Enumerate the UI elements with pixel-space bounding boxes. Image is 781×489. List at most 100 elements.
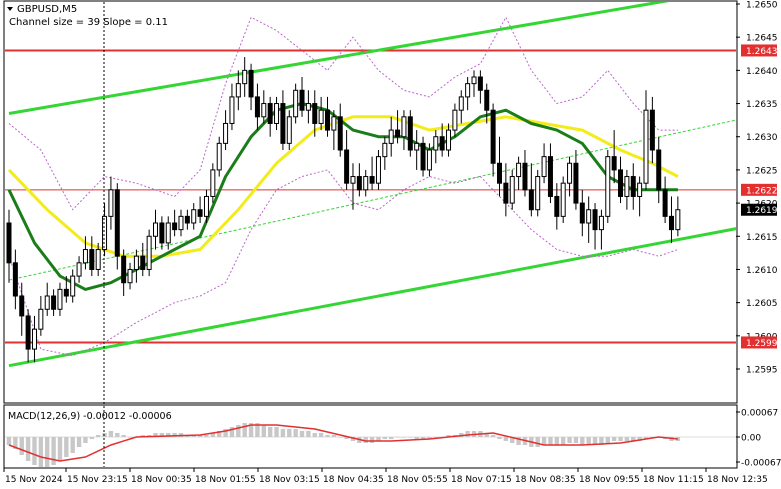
candle-body bbox=[395, 129, 401, 138]
candle bbox=[503, 163, 509, 217]
candle-body bbox=[25, 315, 31, 350]
macd-bar bbox=[287, 429, 292, 437]
macd-label: MACD(12,26,9) -0.00012 -0.00006 bbox=[8, 411, 172, 422]
ma-fast-line bbox=[7, 102, 678, 291]
macd-bar bbox=[299, 431, 305, 437]
macd-bar bbox=[643, 437, 649, 439]
candle bbox=[618, 156, 624, 204]
candle-body bbox=[31, 328, 37, 350]
candle-body bbox=[496, 162, 502, 184]
candle bbox=[172, 209, 178, 237]
candle-body bbox=[605, 156, 611, 217]
candle bbox=[127, 262, 133, 290]
macd-bar bbox=[631, 437, 636, 441]
candle bbox=[70, 269, 76, 303]
macd-bar bbox=[637, 437, 642, 441]
macd-bar bbox=[554, 437, 560, 445]
macd-bar bbox=[567, 437, 572, 443]
triangle-down-icon[interactable] bbox=[7, 7, 13, 11]
candle-body bbox=[254, 96, 260, 118]
candle-body bbox=[630, 176, 636, 197]
candle bbox=[165, 216, 171, 250]
candle-body bbox=[331, 116, 337, 131]
candle bbox=[382, 136, 388, 170]
candle bbox=[63, 276, 69, 303]
candle-body bbox=[426, 149, 432, 171]
candle bbox=[184, 209, 190, 230]
candle bbox=[153, 209, 159, 250]
candle-body bbox=[38, 308, 44, 330]
macd-bar bbox=[210, 433, 216, 437]
candle-body bbox=[293, 89, 299, 118]
candle-body bbox=[503, 182, 509, 204]
macd-bar bbox=[267, 427, 273, 437]
candle-body bbox=[210, 169, 216, 197]
candle bbox=[82, 236, 88, 270]
candle-body bbox=[146, 235, 152, 270]
candle bbox=[159, 216, 165, 250]
macd-bar bbox=[611, 437, 617, 441]
candle-body bbox=[280, 103, 286, 144]
y-tick-label: 1.2610 bbox=[746, 266, 778, 276]
macd-bar bbox=[32, 437, 37, 465]
candle bbox=[439, 123, 445, 157]
candle-body bbox=[490, 109, 496, 164]
candle-body bbox=[618, 169, 624, 197]
candle-body bbox=[286, 116, 292, 144]
candle bbox=[477, 70, 483, 104]
candle bbox=[605, 150, 611, 223]
macd-bar bbox=[255, 423, 260, 437]
candle bbox=[630, 163, 636, 210]
candle-body bbox=[401, 116, 407, 138]
channel-lower-line bbox=[8, 227, 736, 368]
candle-body bbox=[19, 295, 25, 317]
candle bbox=[280, 90, 286, 150]
candle bbox=[541, 143, 547, 184]
candle-body bbox=[57, 288, 63, 310]
candle bbox=[452, 103, 458, 137]
macd-bar bbox=[624, 437, 630, 441]
candle bbox=[140, 242, 146, 277]
x-tick-label: 18 Nov 08:35 bbox=[515, 475, 576, 485]
candle bbox=[254, 83, 260, 131]
candle bbox=[363, 169, 369, 197]
candle bbox=[216, 136, 222, 177]
candle-body bbox=[649, 109, 655, 151]
macd-bar bbox=[497, 437, 502, 439]
candle-body bbox=[369, 176, 375, 184]
candle-body bbox=[611, 156, 617, 171]
candle-body bbox=[414, 142, 420, 151]
macd-bar bbox=[516, 437, 521, 445]
candle bbox=[305, 90, 311, 124]
candle-body bbox=[312, 103, 318, 124]
candle bbox=[203, 189, 209, 223]
macd-bar bbox=[580, 437, 585, 445]
candle bbox=[38, 296, 44, 336]
macd-bar bbox=[389, 437, 394, 439]
level-label-bg bbox=[741, 183, 777, 196]
candle-body bbox=[356, 176, 362, 191]
macd-bar bbox=[414, 437, 419, 439]
level-label-1.2599: 1.2599 bbox=[746, 339, 778, 349]
x-tick-label: 18 Nov 12:35 bbox=[707, 475, 768, 485]
x-tick-label: 18 Nov 04:35 bbox=[323, 475, 384, 485]
macd-bar bbox=[172, 433, 177, 437]
macd-bar bbox=[312, 433, 317, 437]
candle bbox=[522, 150, 528, 197]
candle-body bbox=[407, 116, 413, 151]
candle-body bbox=[465, 83, 471, 98]
candle bbox=[197, 196, 203, 223]
candle-body bbox=[579, 202, 585, 224]
candle bbox=[509, 169, 515, 210]
candle-body bbox=[82, 249, 88, 264]
candle bbox=[133, 249, 139, 283]
macd-tick-label: 0.00 bbox=[741, 434, 761, 444]
candle bbox=[235, 70, 241, 111]
macd-bar bbox=[229, 427, 235, 437]
macd-bar bbox=[140, 435, 145, 437]
candle bbox=[223, 110, 229, 150]
candle-body bbox=[76, 262, 82, 277]
macd-bar bbox=[25, 437, 31, 461]
x-tick-label: 18 Nov 09:55 bbox=[579, 475, 640, 485]
candle bbox=[414, 130, 420, 170]
